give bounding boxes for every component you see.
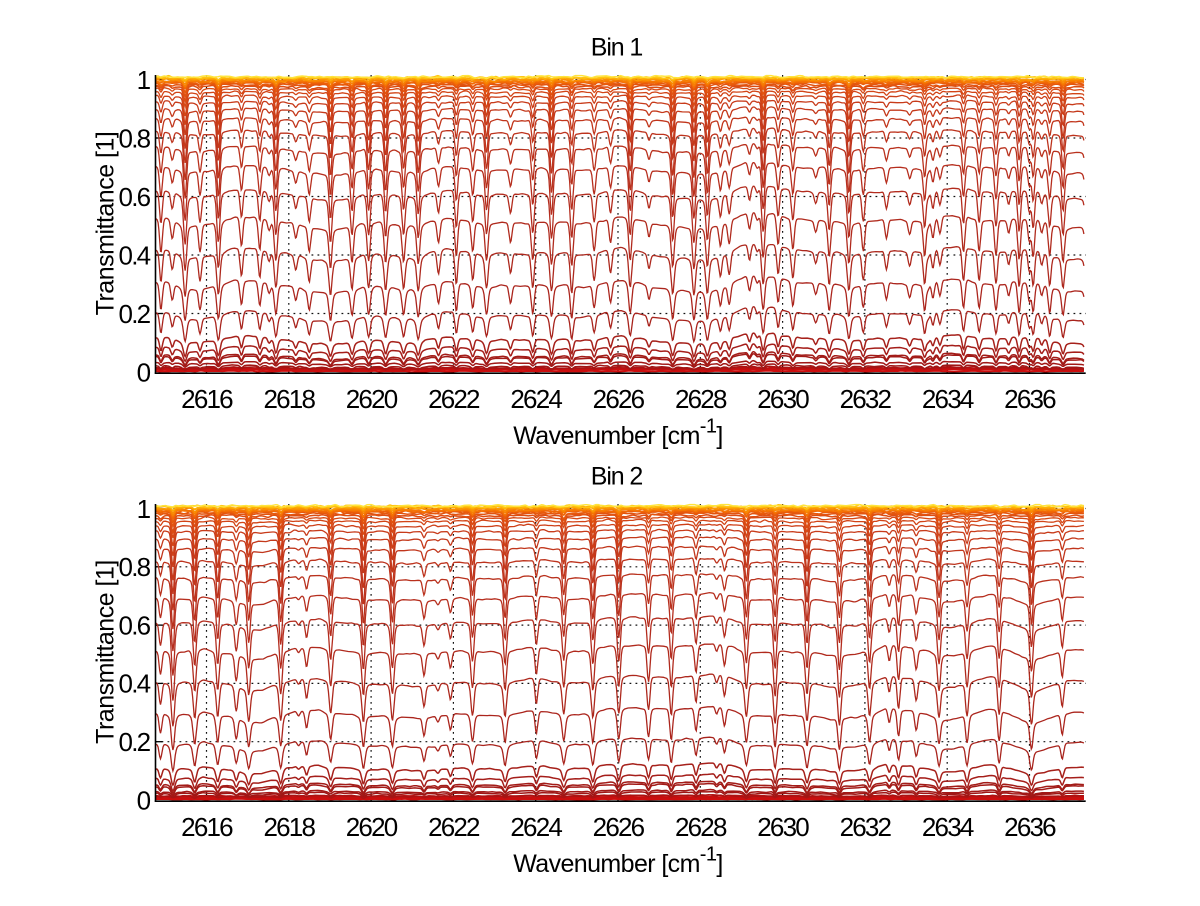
svg-text:0: 0: [137, 357, 151, 387]
svg-text:2616: 2616: [181, 812, 233, 842]
svg-text:2628: 2628: [675, 812, 727, 842]
svg-text:2634: 2634: [922, 384, 974, 414]
svg-text:1: 1: [137, 65, 151, 95]
svg-text:2622: 2622: [428, 812, 480, 842]
svg-text:0.4: 0.4: [119, 240, 151, 270]
svg-text:2636: 2636: [1004, 812, 1056, 842]
svg-text:0.8: 0.8: [119, 552, 151, 582]
svg-text:0.6: 0.6: [119, 182, 151, 212]
svg-text:2620: 2620: [346, 384, 398, 414]
svg-text:2632: 2632: [840, 384, 892, 414]
svg-text:0.8: 0.8: [119, 123, 151, 153]
svg-text:2616: 2616: [181, 384, 233, 414]
svg-text:2624: 2624: [510, 384, 562, 414]
svg-text:0.6: 0.6: [119, 610, 151, 640]
svg-text:2624: 2624: [510, 812, 562, 842]
svg-text:Bin 1: Bin 1: [591, 33, 643, 61]
svg-text:Transmittance [1]: Transmittance [1]: [92, 560, 120, 744]
svg-text:0.4: 0.4: [119, 669, 151, 699]
svg-text:Wavenumber [cm-1]: Wavenumber [cm-1]: [513, 844, 723, 879]
svg-text:2636: 2636: [1004, 384, 1056, 414]
svg-text:1: 1: [137, 494, 151, 524]
svg-text:2626: 2626: [593, 812, 645, 842]
svg-text:2630: 2630: [757, 812, 809, 842]
svg-text:0: 0: [137, 785, 151, 815]
svg-text:2622: 2622: [428, 384, 480, 414]
svg-text:2626: 2626: [593, 384, 645, 414]
svg-text:2630: 2630: [757, 384, 809, 414]
svg-text:2620: 2620: [346, 812, 398, 842]
svg-text:2628: 2628: [675, 384, 727, 414]
svg-text:Wavenumber [cm-1]: Wavenumber [cm-1]: [513, 416, 723, 451]
svg-text:0.2: 0.2: [119, 299, 151, 329]
svg-text:2632: 2632: [840, 812, 892, 842]
svg-text:2634: 2634: [922, 812, 974, 842]
svg-text:Bin 2: Bin 2: [591, 462, 643, 490]
svg-text:2618: 2618: [263, 384, 315, 414]
svg-text:0.2: 0.2: [119, 727, 151, 757]
svg-text:2618: 2618: [263, 812, 315, 842]
svg-text:Transmittance [1]: Transmittance [1]: [92, 132, 120, 316]
